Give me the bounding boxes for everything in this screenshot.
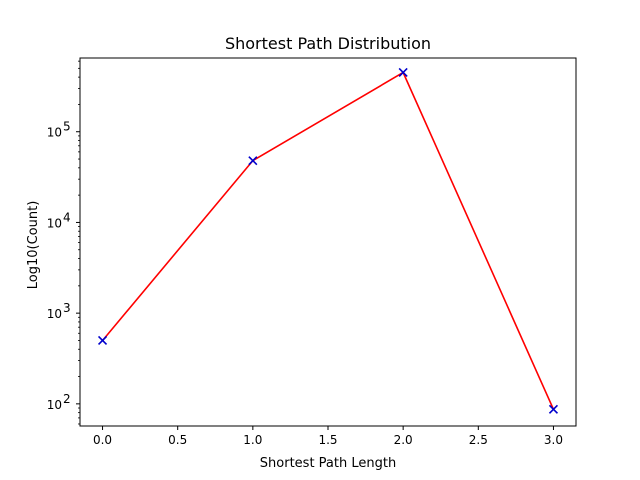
y-tick-label: 10 [47,398,62,412]
x-axis-label: Shortest Path Length [260,456,396,471]
y-tick-exponent: 4 [63,210,71,224]
x-tick-label: 1.5 [318,433,337,447]
x-tick-label: 3.0 [544,433,563,447]
x-tick-label: 1.0 [243,433,262,447]
y-axis-label: Log10(Count) [26,201,41,290]
data-point [548,404,559,414]
x-tick-label: 0.5 [168,433,187,447]
data-point [97,335,108,346]
marker-stroke [248,156,258,166]
y-tick-exponent: 2 [63,392,71,406]
marker-stroke [548,404,559,414]
plot-area [97,67,559,414]
x-tick-label: 2.5 [469,433,488,447]
series-line [101,71,555,410]
y-tick-label: 10 [47,216,62,230]
data-point [398,67,408,78]
chart-title: Shortest Path Distribution [225,34,431,53]
y-tick-label: 10 [47,307,62,321]
marker-stroke [97,335,108,346]
y-tick-exponent: 5 [63,120,71,134]
x-tick-label: 0.0 [93,433,112,447]
marker-stroke [398,67,408,78]
y-tick-exponent: 3 [63,301,71,315]
y-tick-label: 10 [47,126,62,140]
x-tick-label: 2.0 [394,433,413,447]
data-point [248,156,258,166]
